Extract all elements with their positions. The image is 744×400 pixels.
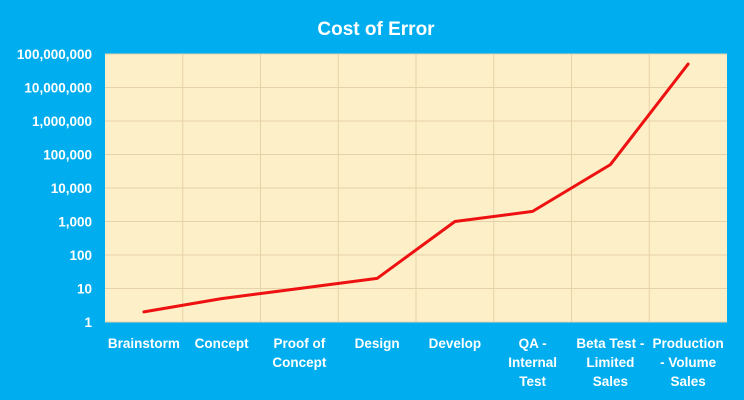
y-tick-label: 100,000,000 xyxy=(17,47,92,62)
x-tick-label: Concept xyxy=(195,336,250,351)
y-tick-label: 1,000 xyxy=(58,215,92,230)
y-tick-label: 100,000 xyxy=(43,148,92,163)
y-tick-label: 10,000,000 xyxy=(24,81,92,96)
y-tick-label: 1 xyxy=(84,315,92,330)
grid xyxy=(105,53,727,323)
chart-title: Cost of Error xyxy=(317,19,435,40)
y-tick-label: 1,000,000 xyxy=(32,114,92,129)
y-tick-label: 10 xyxy=(77,282,92,297)
x-tick-label: Proof of Concept xyxy=(272,336,327,370)
x-tick-label: Brainstorm xyxy=(108,336,180,351)
x-tick-label: Beta Test -Limited Sales xyxy=(576,336,644,389)
x-tick-label: Develop xyxy=(429,336,482,351)
y-axis: 1 10 100 1,000 10,000 100,000 1,000,000 10,000,… xyxy=(17,47,93,330)
x-tick-label: Production - Volume Sales xyxy=(653,336,724,389)
x-tick-label: Design xyxy=(355,336,400,351)
y-tick-label: 100 xyxy=(69,248,92,263)
x-tick-label: QA -Internal Test xyxy=(508,336,557,389)
x-axis: Brainstorm Concept Proof of Concept Design De… xyxy=(108,336,724,389)
series-line xyxy=(142,62,690,314)
y-tick-label: 10,000 xyxy=(51,181,92,196)
